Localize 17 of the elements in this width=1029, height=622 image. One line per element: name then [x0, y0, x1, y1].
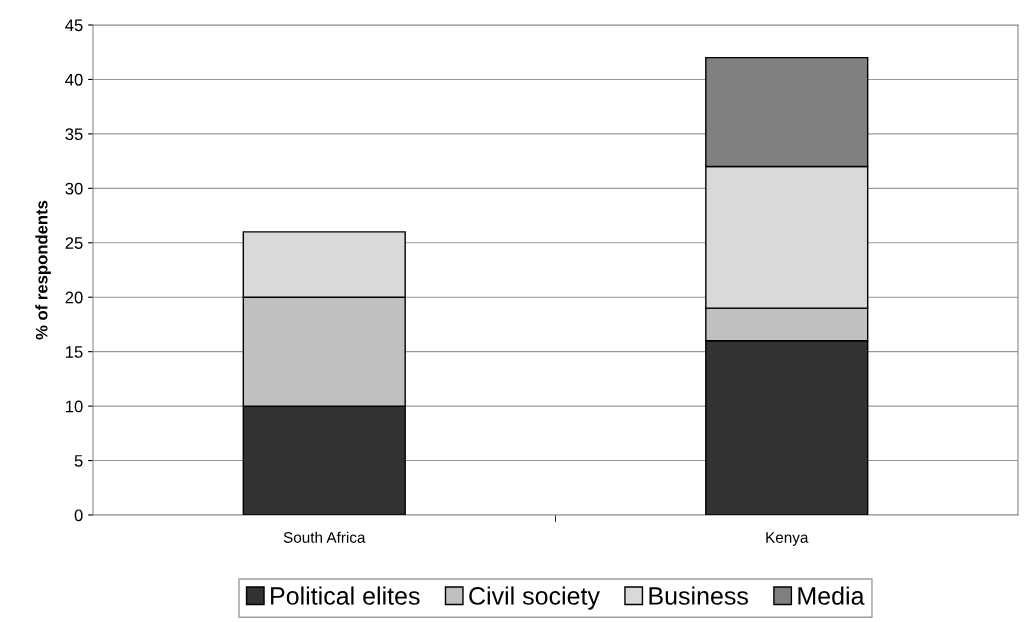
y-tick-label: 45 — [65, 19, 83, 32]
y-tick-label: 15 — [66, 346, 83, 358]
x-tick-label: South Africa — [283, 531, 366, 543]
legend-label: Media — [798, 586, 865, 605]
x-tick-label: Kenya — [766, 532, 809, 546]
y-tick-label: 25 — [65, 237, 83, 249]
y-tick-label: 30 — [65, 182, 83, 195]
y-tick-label: 0 — [74, 509, 83, 522]
legend-label: Business — [649, 586, 748, 605]
y-tick-label: 35 — [65, 128, 83, 141]
y-tick-label: 40 — [65, 73, 83, 86]
y-axis-title: % of respondents — [35, 200, 51, 340]
legend-label: Political elites — [271, 586, 420, 605]
legend-label: Civil society — [469, 586, 600, 610]
y-tick-label: 20 — [65, 291, 83, 304]
y-tick-label: 10 — [66, 400, 83, 413]
y-tick-label: 5 — [74, 455, 83, 467]
